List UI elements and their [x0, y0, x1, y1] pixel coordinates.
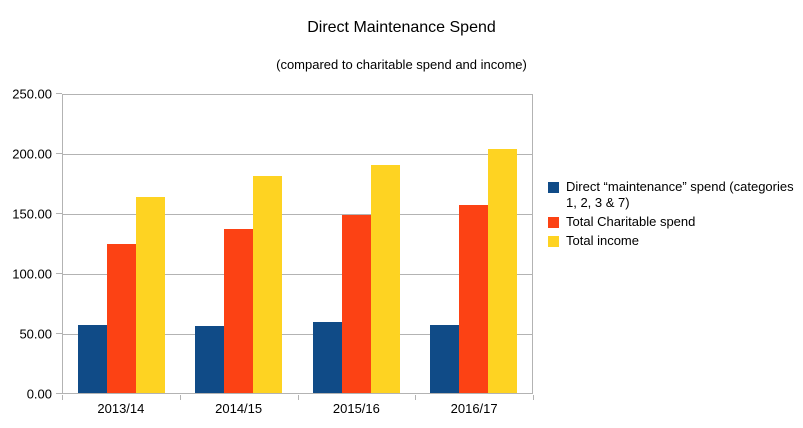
legend-item: Direct “maintenance” spend (categories 1… [548, 179, 800, 211]
bar [136, 197, 166, 393]
y-axis-label: 50.00 [19, 326, 52, 342]
legend-label: Total income [566, 233, 639, 248]
x-axis-tick [533, 395, 534, 400]
legend-swatch [548, 236, 559, 247]
plot-area [62, 94, 533, 394]
legend-label: Direct “maintenance” spend (categories 1… [566, 179, 794, 210]
legend-item: Total income [548, 233, 800, 249]
bar [458, 204, 488, 393]
x-axis-label: 2013/14 [97, 401, 145, 416]
bar-group [298, 95, 415, 393]
bar [224, 228, 254, 393]
chart-subtitle: (compared to charitable spend and income… [276, 57, 527, 72]
bar-groups [63, 95, 532, 393]
bar [487, 149, 517, 393]
y-axis-tick [56, 153, 62, 154]
x-axis-tick [179, 395, 181, 400]
y-axis-tick [56, 333, 62, 334]
bar [78, 324, 108, 393]
bar-group [63, 95, 180, 393]
gridline [63, 214, 532, 215]
x-axis-tick [415, 395, 417, 400]
gridline [63, 274, 532, 275]
bar [312, 322, 342, 393]
y-axis-ticks [56, 93, 62, 394]
y-axis-label: 100.00 [12, 266, 52, 282]
y-axis-label: 200.00 [12, 146, 52, 162]
bar [370, 165, 400, 393]
x-axis-label: 2015/16 [332, 401, 380, 416]
x-axis-tick [62, 395, 63, 400]
y-axis-tick [56, 393, 62, 394]
y-axis-labels: 0.00 50.00 100.00 150.00 200.00 250.00 [0, 87, 56, 402]
y-axis-tick [56, 213, 62, 214]
x-axis-tick [297, 395, 299, 400]
y-axis-tick [56, 93, 62, 94]
bar [107, 244, 137, 393]
bar [341, 215, 371, 393]
x-axis-label: 2016/17 [450, 401, 498, 416]
y-axis-tick [56, 273, 62, 274]
chart-title: Direct Maintenance Spend [307, 19, 496, 36]
gridline [63, 154, 532, 155]
y-axis-label: 250.00 [12, 86, 52, 102]
bar [429, 324, 459, 393]
y-axis-label: 150.00 [12, 206, 52, 222]
y-axis-label: 0.00 [26, 386, 52, 402]
legend-swatch [548, 217, 559, 228]
x-axis-labels: 2013/14 2014/15 2015/16 2016/17 [62, 401, 533, 416]
x-axis-label: 2014/15 [215, 401, 263, 416]
bar-group [415, 95, 532, 393]
legend-swatch [548, 182, 559, 193]
gridline [63, 334, 532, 335]
bar [253, 175, 283, 393]
legend: Direct “maintenance” spend (categories 1… [548, 179, 800, 252]
legend-label: Total Charitable spend [566, 214, 696, 229]
legend-item: Total Charitable spend [548, 214, 800, 230]
bar [195, 325, 225, 393]
bar-group [180, 95, 297, 393]
x-axis-ticks [62, 395, 534, 400]
